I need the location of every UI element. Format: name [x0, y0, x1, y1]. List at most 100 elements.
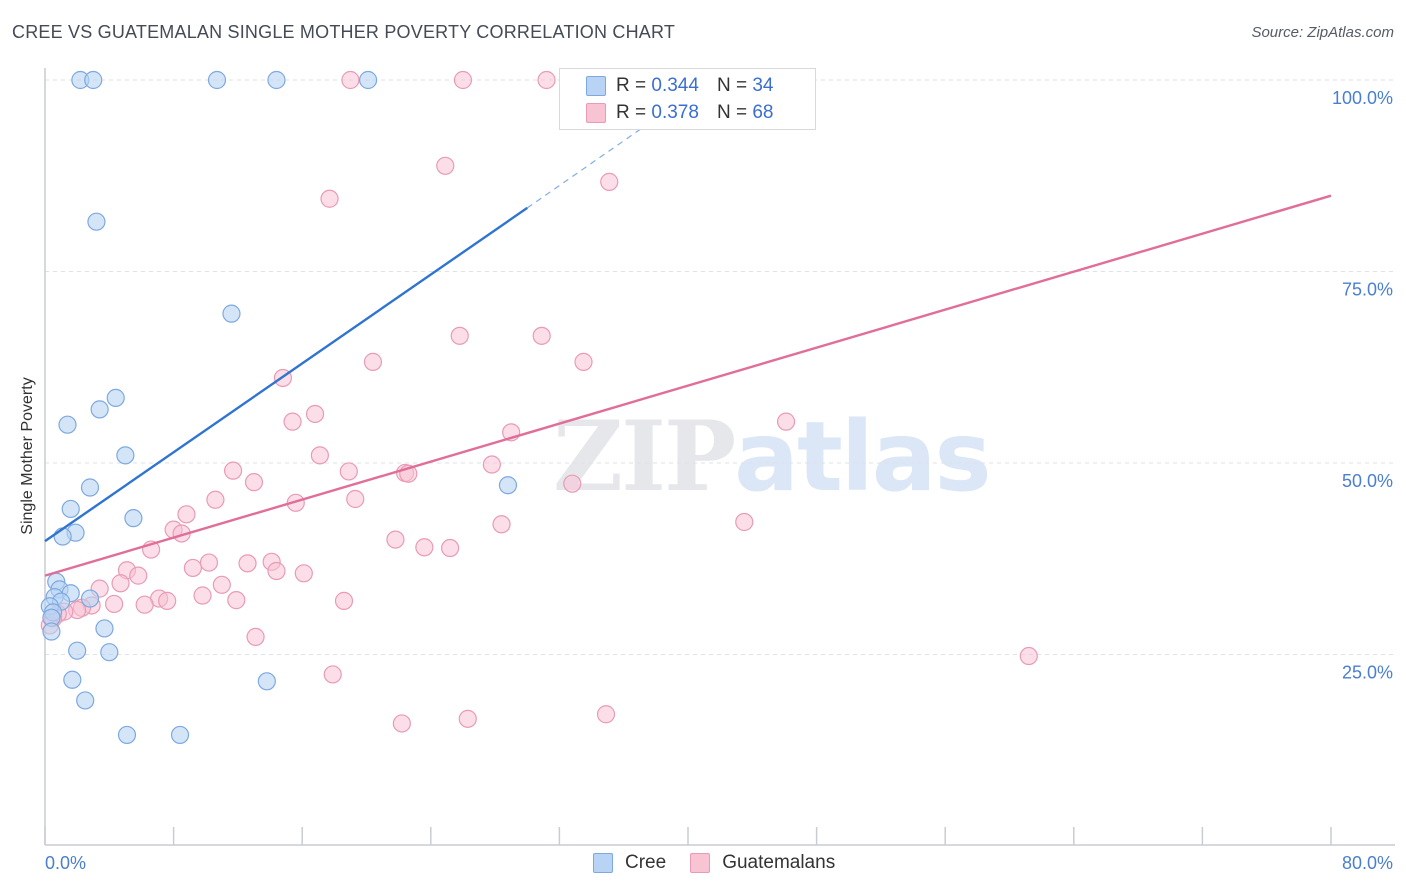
guatemalans-point	[238, 554, 257, 573]
x-tick-label: 80.0%	[1342, 853, 1393, 873]
cree-point	[359, 70, 378, 90]
cree-point	[207, 70, 227, 90]
cree-point	[222, 304, 241, 323]
cree-trend-line	[44, 206, 528, 543]
guatemalans-point	[363, 352, 383, 371]
cree-point	[76, 691, 95, 710]
guatemalans-point	[177, 505, 196, 524]
guatemalans-trend-line	[44, 194, 1332, 577]
cree-point	[68, 641, 87, 660]
cree-point	[116, 446, 135, 465]
trend-lines	[44, 110, 1332, 577]
guatemalans-point	[206, 490, 225, 509]
cree-point	[42, 622, 61, 641]
r-value: 0.378	[651, 102, 699, 123]
cree-point	[170, 725, 190, 745]
guatemalans-point	[453, 70, 473, 90]
cree-point	[95, 619, 114, 638]
guatemalans-point	[532, 326, 551, 345]
watermark: ZIPatlas	[553, 400, 992, 513]
guatemalans-point	[537, 70, 556, 90]
series-legend: Cree Guatemalans	[593, 852, 859, 874]
guatemalans-point	[415, 538, 434, 557]
guatemalans-point	[440, 538, 460, 558]
guatemalans-point	[294, 564, 313, 583]
guatemalans-point	[563, 474, 582, 493]
n-value: 34	[752, 75, 774, 96]
guatemalans-point	[600, 172, 619, 191]
guatemalans-point	[392, 714, 411, 733]
guatemalans-point	[482, 455, 501, 474]
cree-swatch	[593, 853, 613, 873]
cree-point	[80, 478, 100, 497]
legend-row-cree: R = 0.344 N = 34	[586, 74, 773, 98]
guatemalans-point	[310, 446, 329, 465]
source-label: Source: ZipAtlas.com	[1251, 24, 1394, 41]
x-tick-label: 0.0%	[45, 853, 86, 873]
cree-point	[58, 415, 77, 434]
r-value: 0.344	[651, 75, 699, 96]
guatemalans-point	[346, 489, 365, 509]
y-tick-label: 50.0%	[1342, 471, 1393, 491]
correlation-legend: R = 0.344 N = 34 R = 0.378 N = 68	[559, 68, 816, 130]
legend-label-guatemalans: Guatemalans	[722, 852, 836, 873]
guatemalans-point	[334, 591, 354, 610]
guatemalans-point	[158, 591, 177, 610]
cree-point	[61, 499, 80, 519]
chart-title: CREE VS GUATEMALAN SINGLE MOTHER POVERTY…	[12, 22, 676, 42]
guatemalans-point	[111, 574, 130, 593]
guatemalans-point	[267, 561, 286, 581]
cree-point	[117, 725, 137, 745]
guatemalans-point	[776, 412, 796, 431]
guatemalans-point	[458, 709, 477, 728]
guatemalans-point	[212, 575, 231, 594]
guatemalans-point	[135, 595, 154, 614]
cree-point	[87, 212, 106, 231]
guatemalans-point	[450, 326, 469, 345]
guatemalans-point	[105, 594, 124, 614]
guatemalans-point	[199, 553, 219, 572]
cree-point	[106, 388, 125, 407]
watermark-atlas: atlas	[734, 401, 991, 513]
cree-point	[267, 70, 286, 90]
cree-points	[40, 70, 518, 745]
cree-point	[84, 70, 103, 90]
guatemalans-points	[40, 70, 1038, 733]
guatemalans-point	[244, 473, 264, 492]
legend-label-cree: Cree	[625, 852, 667, 873]
y-tick-label: 25.0%	[1342, 663, 1393, 683]
guatemalans-point	[492, 515, 511, 534]
cree-point	[124, 509, 143, 528]
y-tick-label: 75.0%	[1342, 280, 1393, 300]
guatemalans-point	[574, 352, 593, 371]
y-tick-label: 100.0%	[1332, 88, 1393, 108]
guatemalans-point	[1019, 646, 1038, 666]
guatemalans-point	[183, 558, 202, 578]
cree-point	[498, 476, 518, 495]
r-label: R =	[616, 102, 647, 123]
cree-swatch	[586, 76, 606, 96]
legend-item-guatemalans: Guatemalans	[690, 852, 835, 874]
cree-point	[100, 643, 119, 662]
n-value: 68	[752, 102, 774, 123]
watermark-zip: ZIP	[553, 400, 736, 513]
guatemalans-point	[283, 412, 302, 431]
guatemalans-point	[386, 530, 405, 549]
guatemalans-point	[339, 462, 358, 481]
cree-point	[53, 527, 72, 546]
guatemalans-point	[596, 705, 616, 724]
guatemalans-point	[305, 404, 325, 424]
guatemalans-point	[193, 586, 212, 605]
guatemalans-point	[735, 512, 754, 532]
guatemalans-point	[223, 461, 243, 480]
guatemalans-point	[436, 156, 455, 175]
tick-labels: 25.0% 50.0% 75.0% 100.0% 0.0% 80.0%	[45, 88, 1393, 873]
guatemalans-point	[320, 189, 339, 208]
cree-point	[80, 589, 100, 608]
guatemalans-point	[246, 627, 265, 646]
n-label: N =	[716, 75, 748, 96]
axes	[44, 68, 1395, 846]
guatemalans-point	[341, 70, 360, 90]
guatemalans-point	[129, 566, 148, 585]
guatemalans-point	[227, 591, 246, 610]
